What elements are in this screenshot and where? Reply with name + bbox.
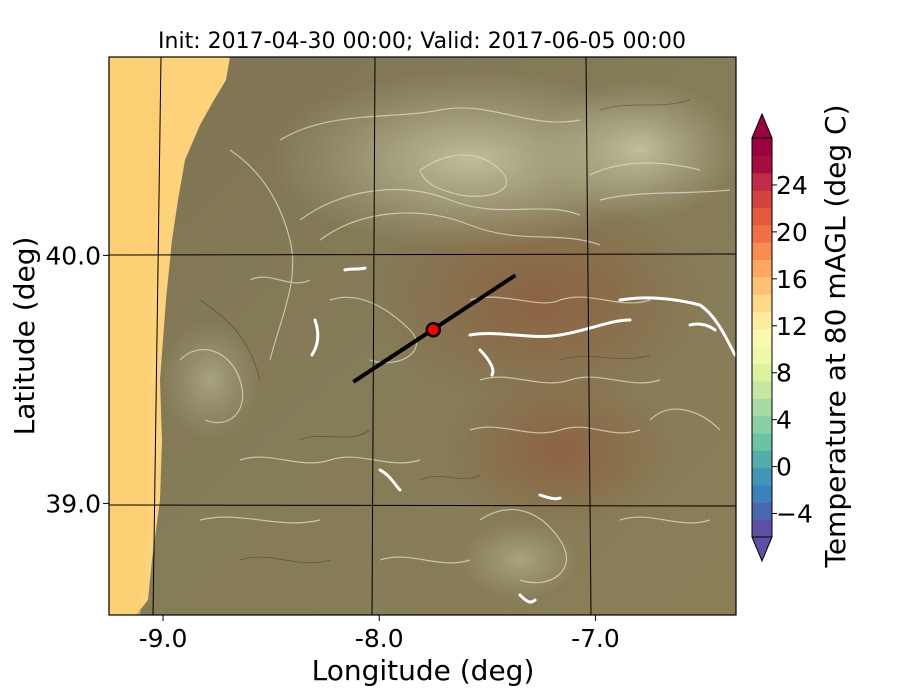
x-tick-label: -7.0 [571, 624, 620, 653]
colorbar-segment [752, 138, 772, 156]
colorbar-tick-label: 4 [776, 406, 792, 435]
colorbar-tick-label: −4 [776, 500, 813, 529]
x-axis: -9.0 -8.0 -7.0 [139, 615, 620, 653]
y-axis-label: Latitude (deg) [8, 237, 41, 436]
colorbar-label: Temperature at 80 mAGL (deg C) [819, 104, 852, 568]
colorbar-tick-label: 8 [776, 359, 792, 388]
colorbar-segment [752, 432, 772, 451]
colorbar-extend-max [751, 112, 773, 139]
colorbar-segment [752, 224, 772, 243]
colorbar-segment [752, 467, 772, 486]
colorbar-frame [751, 138, 773, 537]
coastal-hills [160, 320, 260, 440]
colorbar-segment [752, 172, 772, 191]
colorbar-tick-label: 16 [776, 265, 808, 294]
colorbar-tick-label: 12 [776, 312, 808, 341]
colorbar-segment [752, 276, 772, 295]
warm-region-south [440, 370, 680, 530]
colorbar-segment [752, 294, 772, 313]
location-marker [425, 322, 442, 338]
colorbar-segment [752, 484, 772, 503]
colorbar-segment [752, 155, 772, 174]
colorbar-segment [752, 328, 772, 347]
colorbar-segment [752, 207, 772, 226]
map-panel [109, 57, 736, 615]
colorbar-extend-min [751, 536, 773, 563]
colorbar-segment [752, 242, 772, 261]
map-frame [108, 56, 737, 616]
colorbar-segment [752, 363, 772, 382]
colorbar-tick-label: 0 [776, 453, 792, 482]
colorbar-tick-label: 24 [776, 171, 808, 200]
mountain-region-east [540, 80, 736, 220]
colorbar-segment [752, 259, 772, 278]
colorbar-segment [752, 398, 772, 417]
x-tick-label: -8.0 [355, 624, 404, 653]
colorbar: −4 0 4 8 12 16 20 24 [751, 112, 813, 563]
rivers [310, 266, 736, 604]
terrain-contours-dark [199, 99, 691, 564]
southern-hills [460, 520, 580, 600]
colorbar-segment [752, 380, 772, 399]
colorbar-segment [752, 450, 772, 469]
map-grid [109, 57, 736, 615]
y-axis: 40.0 39.0 [45, 241, 109, 518]
plot-title: Init: 2017-04-30 00:00; Valid: 2017-06-0… [158, 29, 686, 54]
x-axis-label: Longitude (deg) [312, 654, 535, 687]
y-tick-label: 40.0 [45, 241, 101, 270]
colorbar-tick-label: 20 [776, 218, 808, 247]
colorbar-segment [752, 519, 772, 538]
y-tick-label: 39.0 [45, 489, 101, 518]
colorbar-segment [752, 311, 772, 330]
colorbar-segment [752, 190, 772, 208]
colorbar-segment [752, 346, 772, 365]
x-tick-label: -9.0 [139, 624, 188, 653]
colorbar-segment [752, 502, 772, 521]
colorbar-segment [752, 415, 772, 434]
ocean-shade [109, 57, 162, 615]
terrain-contours [179, 107, 731, 584]
